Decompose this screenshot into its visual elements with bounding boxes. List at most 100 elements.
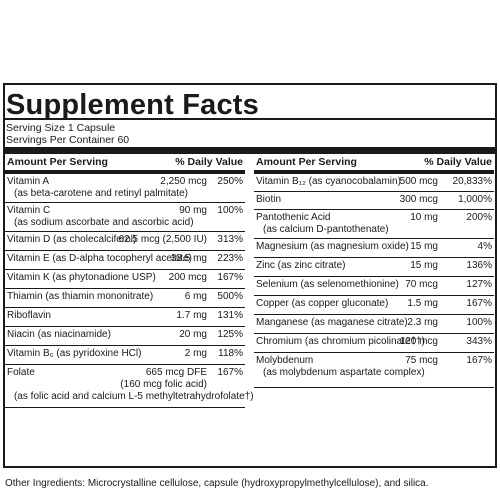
nutrient-amount: 70 mcg <box>405 279 438 290</box>
other-ingredients: Other Ingredients: Microcrystalline cell… <box>5 478 429 489</box>
nutrient-row: Magnesium (as magnesium oxide) 15 mg 4% <box>254 239 494 258</box>
nutrient-name: Vitamin C <box>7 205 51 216</box>
nutrient-amount: 1.5 mg <box>407 298 438 309</box>
nutrient-row: Vitamin B₆ (as pyridoxine HCl) 2 mg 118% <box>5 346 245 365</box>
nutrient-row: Vitamin D (as cholecalciferol) 62.5 mcg (… <box>5 232 245 251</box>
daily-value: 136% <box>466 260 492 271</box>
nutrient-name: Thiamin (as thiamin mononitrate) <box>7 291 154 302</box>
nutrient-amount: 2.3 mg <box>407 317 438 328</box>
title-rule <box>5 118 495 120</box>
nutrient-amount: 120 mcg <box>399 336 438 347</box>
daily-value: 118% <box>218 348 243 359</box>
nutrient-amount: 1.7 mg <box>176 310 207 321</box>
daily-value: 100% <box>217 205 243 216</box>
nutrient-name: Vitamin B₆ (as pyridoxine HCl) <box>7 348 142 359</box>
nutrient-source: (as folic acid and calcium L-5 methyltet… <box>14 391 254 402</box>
daily-value: 131% <box>217 310 243 321</box>
nutrient-amount: 33.5 mg <box>170 253 207 264</box>
daily-value: 125% <box>217 329 243 340</box>
nutrient-amount: 90 mg <box>179 205 207 216</box>
nutrient-amount: 2 mg <box>184 348 207 359</box>
nutrient-row: Vitamin E (as D-alpha tocopheryl acetate… <box>5 251 245 270</box>
serving-size: Serving Size 1 Capsule <box>6 122 116 134</box>
nutrient-amount: 10 mg <box>410 212 438 223</box>
daily-value-header: % Daily Value <box>175 156 243 168</box>
nutrient-name: Vitamin D (as cholecalciferol) <box>7 234 137 245</box>
nutrient-amount: 500 mcg <box>399 176 438 187</box>
daily-value: 20,833% <box>452 176 492 187</box>
thick-divider <box>5 147 495 154</box>
left-nutrient-table: Amount Per Serving % Daily Value Vitamin… <box>5 154 254 408</box>
nutrient-amount: 15 mg <box>410 241 438 252</box>
nutrient-row: Zinc (as zinc citrate) 15 mg 136% <box>254 258 494 277</box>
nutrient-amount: 2,250 mcg <box>160 176 207 187</box>
daily-value: 167% <box>466 298 492 309</box>
nutrient-row: Vitamin B₁₂ (as cyanocobalamin) 500 mcg 20… <box>254 174 494 192</box>
nutrient-name: Vitamin A <box>7 176 50 187</box>
panel-title: Supplement Facts <box>6 89 259 121</box>
nutrient-amount: 15 mg <box>410 260 438 271</box>
nutrient-name: Pantothenic Acid <box>256 212 331 223</box>
daily-value: 313% <box>217 234 243 245</box>
daily-value: 167% <box>217 272 243 283</box>
amount-header: Amount Per Serving <box>256 156 357 168</box>
nutrient-name: Selenium (as selenomethionine) <box>256 279 399 290</box>
nutrient-amount: 75 mcg <box>405 355 438 366</box>
left-table-header: Amount Per Serving % Daily Value <box>5 154 245 174</box>
nutrient-amount: 6 mg <box>184 291 207 302</box>
nutrient-name: Copper (as copper gluconate) <box>256 298 389 309</box>
nutrient-amount: 300 mcg <box>399 194 438 205</box>
nutrient-name: Folate <box>7 367 35 378</box>
nutrient-source: (as molybdenum aspartate complex) <box>263 367 425 378</box>
nutrient-amount: 20 mg <box>179 329 207 340</box>
daily-value: 167% <box>466 355 492 366</box>
daily-value: 100% <box>466 317 492 328</box>
nutrient-row: Biotin 300 mcg 1,000% <box>254 192 494 210</box>
daily-value: 1,000% <box>458 194 492 205</box>
nutrient-row: Riboflavin 1.7 mg 131% <box>5 308 245 327</box>
nutrient-amount-note: (160 mcg folic acid) <box>120 379 207 390</box>
nutrient-amount: 62.5 mcg (2,500 IU) <box>118 234 207 245</box>
nutrient-row: Niacin (as niacinamide) 20 mg 125% <box>5 327 245 346</box>
nutrient-row: Vitamin C (as sodium ascorbate and ascorb… <box>5 203 245 232</box>
supplement-facts-panel <box>3 83 497 468</box>
nutrient-name: Vitamin B₁₂ (as cyanocobalamin) <box>256 176 401 187</box>
nutrient-row: Copper (as copper gluconate) 1.5 mg 167% <box>254 296 494 315</box>
nutrient-amount: 665 mcg DFE <box>145 367 207 378</box>
daily-value: 167% <box>217 367 243 378</box>
nutrient-name: Biotin <box>256 194 282 205</box>
nutrient-name: Vitamin E (as D-alpha tocopheryl acetate… <box>7 253 192 264</box>
nutrient-row: Molybdenum (as molybdenum aspartate compl… <box>254 353 494 388</box>
daily-value: 127% <box>466 279 492 290</box>
daily-value: 200% <box>466 212 492 223</box>
nutrient-name: Niacin (as niacinamide) <box>7 329 111 340</box>
nutrient-name: Zinc (as zinc citrate) <box>256 260 346 271</box>
daily-value: 223% <box>217 253 243 264</box>
nutrient-row: Manganese (as maganese citrate) 2.3 mg 100… <box>254 315 494 334</box>
nutrient-name: Manganese (as maganese citrate) <box>256 317 408 328</box>
daily-value: 4% <box>477 241 492 252</box>
nutrient-name: Molybdenum <box>256 355 314 366</box>
nutrient-amount: 200 mcg <box>168 272 207 283</box>
nutrient-row: Folate 665 mcg DFE (160 mcg folic acid) (as… <box>5 365 254 408</box>
nutrient-row: Vitamin K (as phytonadione USP) 200 mcg 16… <box>5 270 245 289</box>
nutrient-name: Riboflavin <box>7 310 51 321</box>
nutrient-row: Thiamin (as thiamin mononitrate) 6 mg 500% <box>5 289 245 308</box>
nutrient-row: Vitamin A (as beta-carotene and retinyl p… <box>5 174 245 203</box>
nutrient-row: Selenium (as selenomethionine) 70 mcg 127% <box>254 277 494 296</box>
nutrient-source: (as calcium D-pantothenate) <box>263 224 389 235</box>
nutrient-row: Chromium (as chromium picolinate††) 120 m… <box>254 334 494 353</box>
right-table-header: Amount Per Serving % Daily Value <box>254 154 494 174</box>
nutrient-name: Vitamin K (as phytonadione USP) <box>7 272 156 283</box>
daily-value-header: % Daily Value <box>424 156 492 168</box>
nutrient-name: Chromium (as chromium picolinate††) <box>256 336 425 347</box>
amount-header: Amount Per Serving <box>7 156 108 168</box>
daily-value: 343% <box>466 336 492 347</box>
servings-per-container: Servings Per Container 60 <box>6 134 130 146</box>
right-nutrient-table: Amount Per Serving % Daily Value Vitamin… <box>254 154 494 388</box>
daily-value: 500% <box>217 291 243 302</box>
nutrient-source: (as beta-carotene and retinyl palmitate) <box>14 188 188 199</box>
daily-value: 250% <box>217 176 243 187</box>
nutrient-row: Pantothenic Acid (as calcium D-pantothena… <box>254 210 494 239</box>
nutrient-name: Magnesium (as magnesium oxide) <box>256 241 409 252</box>
